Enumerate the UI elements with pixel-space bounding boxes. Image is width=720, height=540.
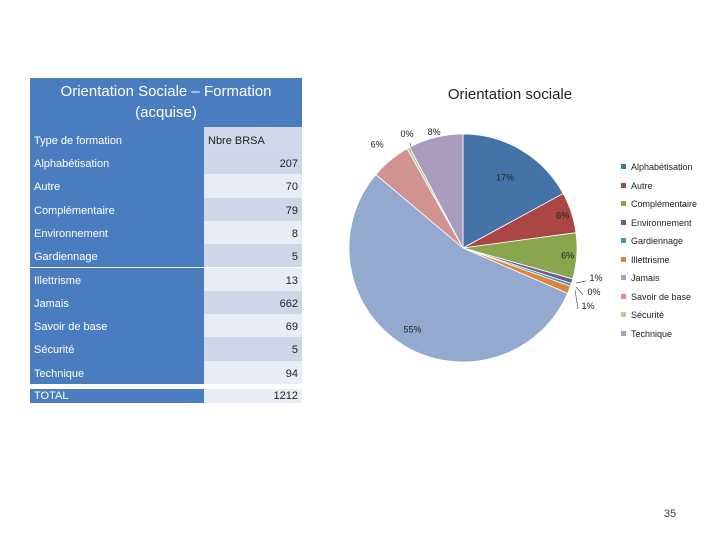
- legend-swatch: [621, 275, 626, 280]
- row-label: Savoir de base: [30, 314, 204, 338]
- legend-item: Illettrisme: [621, 255, 670, 269]
- row-label: Gardiennage: [30, 244, 204, 268]
- page-number: 35: [663, 508, 677, 520]
- row-value: 70: [204, 174, 302, 198]
- legend-swatch: [621, 312, 626, 317]
- leader-line-3: [575, 280, 587, 284]
- table-header: Type de formation Nbre BRSA: [30, 127, 302, 151]
- row-label: Environnement: [30, 220, 204, 245]
- legend-item: Savoir de base: [621, 292, 691, 306]
- legend-item: Complémentaire: [621, 199, 697, 213]
- row-value: 8: [204, 220, 302, 245]
- row-label: Jamais: [30, 290, 204, 315]
- row-value: 69: [204, 314, 302, 338]
- row-value: 5: [204, 244, 302, 268]
- legend-label: Sécurité: [631, 310, 665, 320]
- data-label-6: 55%: [404, 324, 422, 334]
- leader-line-4: [575, 286, 584, 296]
- legend-swatch: [621, 330, 626, 336]
- legend-label: Savoir de base: [631, 291, 692, 302]
- header-type: Type de formation: [30, 127, 204, 151]
- legend-swatch: [621, 293, 626, 299]
- data-label-8: 0%: [400, 129, 413, 139]
- data-label-4: 0%: [587, 287, 600, 297]
- table-row: Alphabétisation 207: [30, 151, 302, 175]
- row-value: 207: [204, 151, 302, 175]
- data-label-3: 1%: [589, 273, 602, 283]
- legend-label: Environnement: [631, 217, 692, 228]
- row-value: 13: [204, 267, 302, 291]
- table-title-line2: (acquise): [135, 104, 197, 121]
- row-value: 79: [204, 197, 302, 221]
- table-row: Sécurité 5: [30, 337, 302, 361]
- pie-slice-6: [348, 174, 569, 363]
- table-row: Technique 94: [30, 360, 302, 384]
- data-label-0: 17%: [496, 172, 514, 182]
- data-label-7: 6%: [371, 139, 384, 149]
- legend-swatch: [621, 256, 626, 262]
- total-value: 1212: [204, 389, 302, 403]
- legend-label: Complémentaire: [631, 199, 698, 209]
- table-title-line1: Orientation Sociale – Formation: [60, 83, 272, 100]
- row-value: 94: [204, 360, 302, 384]
- table-row: Jamais 662: [30, 290, 302, 315]
- row-label: Sécurité: [30, 337, 204, 361]
- legend-label: Gardiennage: [631, 236, 684, 246]
- row-label: Alphabétisation: [30, 151, 204, 175]
- data-label-5: 1%: [581, 301, 594, 311]
- row-label: Autre: [30, 174, 204, 198]
- table-row: Illettrisme 13: [30, 267, 302, 291]
- legend-item: Sécurité: [621, 310, 664, 324]
- table-total-row: TOTAL 1212: [30, 389, 302, 403]
- pie-slice-0: [462, 133, 564, 249]
- table-row: Savoir de base 69: [30, 314, 302, 338]
- legend-label: Illettrisme: [631, 254, 670, 265]
- legend-item: Environnement: [621, 218, 692, 232]
- legend-label: Autre: [631, 180, 653, 191]
- data-label-9: 8%: [428, 127, 441, 137]
- table-row: Gardiennage 5: [30, 244, 302, 268]
- row-value: 5: [204, 337, 302, 361]
- legend-label: Technique: [631, 328, 673, 339]
- row-label: Technique: [30, 360, 204, 384]
- header-value: Nbre BRSA: [204, 127, 302, 151]
- pie-slice-9: [409, 133, 464, 249]
- legend-item: Jamais: [621, 273, 660, 287]
- legend-item: Autre: [621, 181, 653, 195]
- legend-swatch: [621, 182, 626, 188]
- legend-swatch: [621, 201, 626, 206]
- table-row: Autre 70: [30, 174, 302, 198]
- table-title: Orientation Sociale – Formation (acquise…: [30, 78, 302, 127]
- legend-swatch: [621, 164, 626, 169]
- row-label: Illettrisme: [30, 267, 204, 291]
- table-row: Environnement 8: [30, 220, 302, 245]
- row-label: Complémentaire: [30, 197, 204, 221]
- total-label: TOTAL: [30, 389, 204, 403]
- legend-swatch: [621, 238, 626, 243]
- legend-item: Gardiennage: [621, 236, 683, 250]
- table-row: Complémentaire 79: [30, 197, 302, 221]
- leader-line-5: [574, 289, 579, 310]
- data-label-1: 6%: [556, 210, 569, 220]
- legend-label: Jamais: [631, 273, 660, 283]
- legend-label: Alphabétisation: [631, 162, 693, 172]
- legend-item: Technique: [621, 329, 672, 343]
- legend-item: Alphabétisation: [621, 162, 693, 176]
- legend-swatch: [621, 219, 626, 225]
- data-label-2: 6%: [561, 250, 574, 260]
- row-value: 662: [204, 290, 302, 315]
- chart-title: Orientation sociale: [447, 86, 573, 103]
